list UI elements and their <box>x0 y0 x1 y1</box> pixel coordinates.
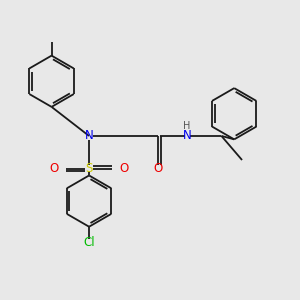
Text: O: O <box>153 162 162 176</box>
Text: S: S <box>85 162 93 175</box>
Text: Cl: Cl <box>83 236 95 249</box>
Text: N: N <box>183 129 191 142</box>
Text: H: H <box>183 121 191 131</box>
Text: O: O <box>120 162 129 175</box>
Text: N: N <box>85 129 93 142</box>
Text: O: O <box>49 162 58 175</box>
